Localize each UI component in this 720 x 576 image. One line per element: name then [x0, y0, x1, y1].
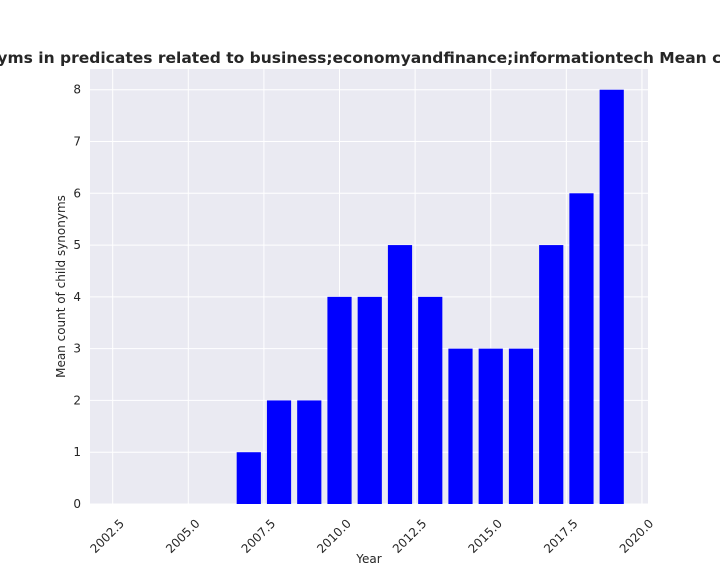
y-tick-label: 6	[73, 186, 81, 200]
bar-2007	[236, 452, 261, 504]
y-tick-label: 3	[73, 342, 81, 356]
chart-title: Mean count of child synonyms in predicat…	[0, 49, 720, 67]
y-tick-label: 5	[73, 238, 81, 252]
x-tick-label: 2017.5	[541, 516, 581, 556]
y-tick-label: 8	[73, 83, 81, 97]
bar-2010	[327, 296, 352, 504]
y-tick-label: 0	[73, 497, 81, 511]
x-tick-label: 2007.5	[239, 516, 279, 556]
x-axis-label: Year	[355, 552, 381, 566]
bar-2016	[508, 348, 534, 504]
y-tick-labels: 0 1 2 3 4 5 6 7 8	[73, 83, 81, 511]
bar-2008	[266, 400, 292, 504]
y-tick-label: 2	[73, 393, 81, 407]
y-tick-label: 4	[73, 290, 81, 304]
x-tick-label: 2015.0	[465, 516, 505, 556]
x-tick-label: 2010.0	[314, 516, 354, 556]
bars	[236, 89, 624, 505]
bar-2018	[569, 193, 594, 505]
bar-2015	[478, 348, 503, 504]
bar-2012	[387, 245, 413, 505]
x-tick-labels: 2002.5 2005.0 2007.5 2010.0 2012.5 2015.0 2017…	[87, 516, 656, 556]
x-tick-label: 2002.5	[87, 516, 127, 556]
x-tick-label: 2005.0	[163, 516, 203, 556]
y-tick-label: 1	[73, 445, 81, 459]
bar-2017	[539, 245, 564, 505]
y-axis-label: Mean count of child synonyms	[54, 195, 68, 378]
x-tick-label: 2012.5	[390, 516, 430, 556]
bar-2009	[297, 400, 322, 504]
bar-2014	[448, 348, 473, 504]
x-tick-label: 2020.0	[617, 516, 657, 556]
bar-2013	[418, 296, 443, 504]
y-tick-label: 7	[73, 135, 81, 149]
bar-2019	[599, 89, 624, 504]
bar-2011	[357, 296, 382, 504]
